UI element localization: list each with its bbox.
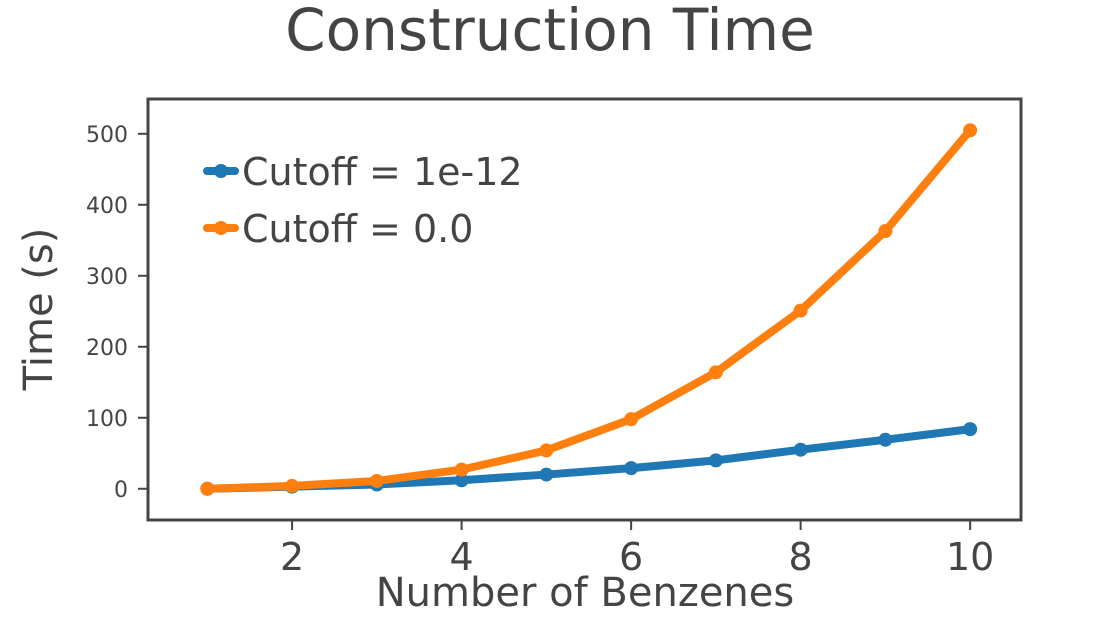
legend-item-0: Cutoff = 1e-12: [203, 150, 523, 194]
series-1-point-4: [539, 443, 554, 458]
legend: Cutoff = 1e-12 Cutoff = 0.0: [203, 150, 523, 251]
legend-label-1: Cutoff = 0.0: [242, 207, 473, 251]
x-tick-label-0: 2: [280, 535, 304, 579]
y-tick-label-4: 400: [86, 194, 128, 219]
y-tick-label-5: 500: [86, 123, 128, 148]
y-tick-label-3: 300: [86, 265, 128, 290]
series-0-point-6: [708, 453, 723, 468]
x-tick-label-2: 6: [619, 535, 643, 579]
series-1-point-3: [454, 462, 469, 477]
legend-swatch-marker-0: [214, 164, 228, 178]
series-1-point-0: [200, 481, 215, 496]
series-layer: [200, 123, 978, 496]
x-tick-label-4: 10: [946, 535, 994, 579]
legend-label-0: Cutoff = 1e-12: [242, 150, 523, 194]
y-tick-label-2: 200: [86, 336, 128, 361]
y-axis-ticks: 0 100 200 300 400 500: [86, 123, 148, 503]
series-0-point-5: [624, 461, 639, 476]
legend-item-1: Cutoff = 0.0: [203, 207, 473, 251]
series-1-point-8: [878, 224, 893, 239]
chart-title: Construction Time: [285, 0, 815, 64]
series-0-point-8: [878, 432, 893, 447]
x-tick-label-3: 8: [789, 535, 813, 579]
y-axis-title: Time (s): [16, 228, 62, 392]
series-0-point-9: [963, 422, 978, 437]
series-1-point-2: [369, 473, 384, 488]
series-1-point-5: [624, 412, 639, 427]
x-axis-ticks: 2 4 6 8 10: [280, 520, 994, 579]
series-0-point-3: [454, 473, 469, 488]
x-tick-label-1: 4: [450, 535, 474, 579]
series-1-point-9: [963, 123, 978, 138]
series-1-point-7: [793, 303, 808, 318]
series-line-1: [203, 126, 975, 493]
x-axis-title: Number of Benzenes: [376, 570, 794, 616]
plot-area-frame: [146, 97, 1023, 522]
y-tick-label-1: 100: [86, 407, 128, 432]
series-1-point-1: [285, 478, 300, 493]
series-0-point-7: [793, 442, 808, 457]
legend-swatch-marker-1: [214, 221, 228, 235]
series-1-point-6: [708, 365, 723, 380]
y-tick-label-0: 0: [114, 478, 128, 503]
series-0-point-4: [539, 467, 554, 482]
series-1: [200, 123, 978, 496]
